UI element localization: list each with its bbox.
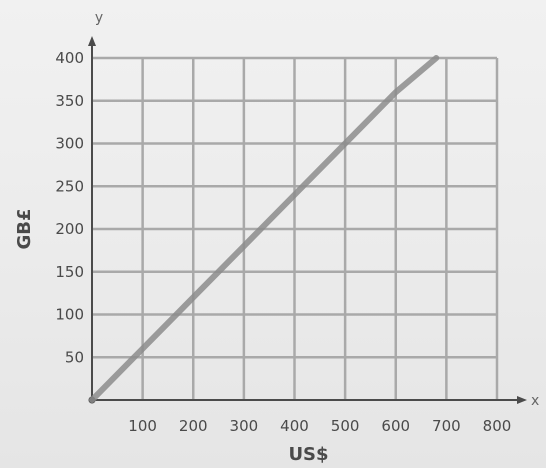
x-tick-label: 100 bbox=[128, 417, 157, 435]
grid bbox=[92, 56, 499, 400]
x-axis-letter: x bbox=[531, 393, 539, 409]
y-tick-label: 200 bbox=[55, 220, 84, 238]
x-tick-label: 500 bbox=[331, 417, 360, 435]
x-axis-arrow bbox=[517, 396, 527, 404]
y-tick-label: 150 bbox=[55, 263, 84, 281]
y-tick-label: 300 bbox=[55, 135, 84, 153]
y-tick-label: 50 bbox=[65, 348, 84, 366]
y-tick-label: 100 bbox=[55, 306, 84, 324]
axes bbox=[88, 36, 527, 404]
x-tick-label: 200 bbox=[179, 417, 208, 435]
x-axis-label: US$ bbox=[288, 444, 328, 465]
x-tick-label: 700 bbox=[432, 417, 461, 435]
y-axis-letter: y bbox=[95, 10, 103, 26]
y-tick-label: 350 bbox=[55, 92, 84, 110]
x-tick-label: 800 bbox=[483, 417, 512, 435]
series bbox=[89, 55, 440, 403]
y-tick-label: 400 bbox=[55, 49, 84, 67]
y-tick-label: 250 bbox=[55, 177, 84, 195]
y-axis-arrow bbox=[88, 36, 96, 46]
x-tick-label: 300 bbox=[230, 417, 259, 435]
y-axis-label: GB£ bbox=[14, 208, 35, 249]
series-line bbox=[89, 55, 440, 403]
x-tick-label: 400 bbox=[280, 417, 309, 435]
tick-labels: 100 200 300 400 500 600 700 800 50 100 150 200 250 30… bbox=[55, 49, 511, 435]
x-tick-label: 600 bbox=[381, 417, 410, 435]
